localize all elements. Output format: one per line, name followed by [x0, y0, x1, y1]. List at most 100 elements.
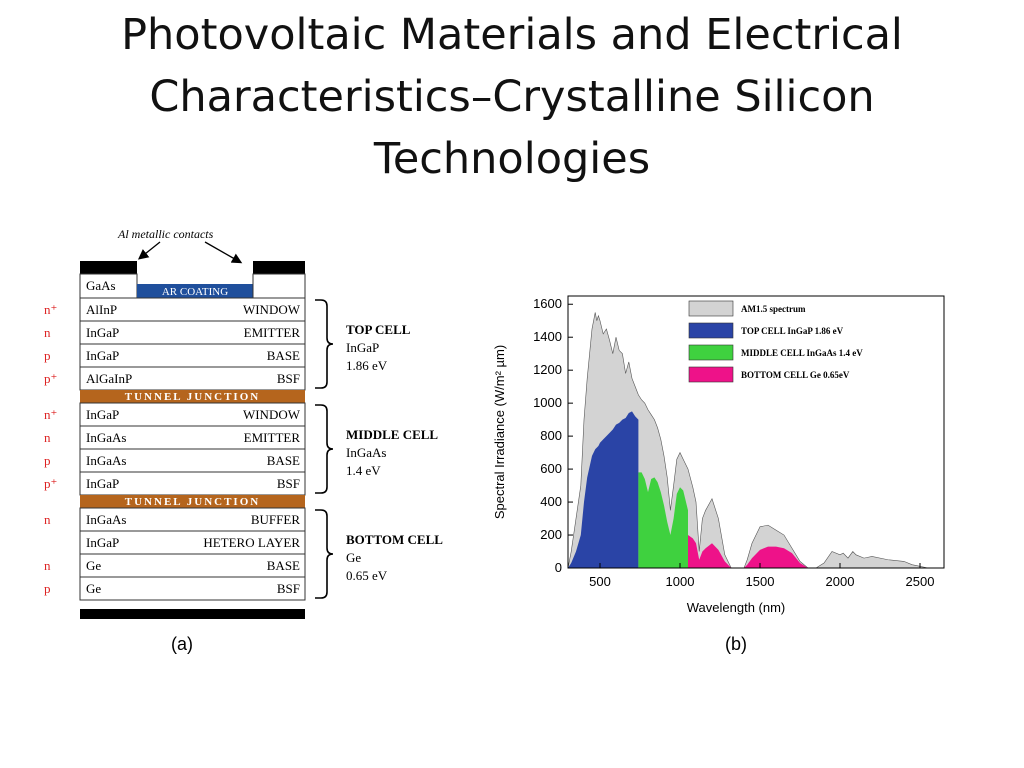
- layer-material: AlInP: [86, 302, 117, 317]
- layer-material: InGaP: [86, 325, 119, 340]
- layer-material: InGaAs: [86, 512, 126, 527]
- metal-contact-left: [80, 261, 137, 274]
- spectral-irradiance-chart: 0 200 400 600 800 1000 1200 1400 1600 500 1000 1500…: [492, 295, 945, 654]
- cap-right-fill: [252, 273, 306, 299]
- ar-coating-label: AR COATING: [162, 286, 228, 298]
- y-tick-label: 1600: [533, 296, 562, 311]
- solar-cell-stack-diagram: Al metallic contacts GaAs AR COATING n⁺ A…: [44, 227, 443, 654]
- stack-layer: n InGaAs EMITTER: [44, 425, 306, 450]
- layer-material: InGaP: [86, 348, 119, 363]
- y-tick-label: 600: [540, 461, 562, 476]
- y-tick-label: 1400: [533, 329, 562, 344]
- cell-brace: [315, 509, 334, 599]
- cell-brace: [315, 404, 334, 494]
- stack-layer: InGaP HETERO LAYER: [79, 530, 306, 555]
- cell-material: InGaP: [346, 340, 379, 355]
- layer-role: BASE: [267, 453, 300, 468]
- cell-name: TOP CELL: [346, 322, 411, 337]
- y-tick-label: 1200: [533, 362, 562, 377]
- y-tick-label: 400: [540, 494, 562, 509]
- stack-layers: n⁺ AlInP WINDOW n InGaP EMITTER p InGaP BASE p⁺ Al…: [44, 297, 306, 601]
- ar-coating: [137, 284, 253, 298]
- layer-role: EMITTER: [244, 325, 301, 340]
- layer-doping: n: [44, 558, 51, 573]
- cell-name: BOTTOM CELL: [346, 532, 443, 547]
- layer-doping: n: [44, 325, 51, 340]
- tunnel-junction-label: TUNNEL JUNCTION: [125, 391, 260, 403]
- contacts-label: Al metallic contacts: [117, 227, 214, 241]
- stack-layer: n Ge BASE: [44, 553, 306, 578]
- cell-name: MIDDLE CELL: [346, 427, 438, 442]
- layer-role: BSF: [277, 476, 300, 491]
- y-tick-label: 200: [540, 527, 562, 542]
- layer-doping: n⁺: [44, 407, 57, 422]
- layer-material: InGaP: [86, 407, 119, 422]
- slide-title: Photovoltaic Materials and Electrical Ch…: [0, 4, 1024, 190]
- layer-role: BSF: [277, 371, 300, 386]
- x-tick-label: 2500: [906, 574, 935, 589]
- tunnel-junction-label: TUNNEL JUNCTION: [125, 496, 260, 508]
- y-tick-label: 800: [540, 428, 562, 443]
- legend-item: TOP CELL InGaP 1.86 eV: [688, 322, 844, 339]
- cell-label: BOTTOM CELL Ge 0.65 eV: [346, 532, 443, 583]
- cap-layer: [79, 273, 138, 299]
- layer-role: HETERO LAYER: [203, 535, 300, 550]
- layer-box: [79, 576, 306, 601]
- title-line: Characteristics–Crystalline Silicon: [149, 72, 875, 122]
- stack-layer: p InGaP BASE: [44, 343, 306, 368]
- stack-layer: p InGaAs BASE: [44, 448, 306, 473]
- layer-role: BASE: [267, 558, 300, 573]
- legend-label: TOP CELL InGaP 1.86 eV: [741, 326, 844, 336]
- y-axis-title: Spectral Irradiance (W/m² µm): [492, 345, 507, 519]
- metal-contact-right: [253, 261, 305, 274]
- layer-material: InGaAs: [86, 453, 126, 468]
- chart-legend: AM1.5 spectrum TOP CELL InGaP 1.86 eV MIDD…: [688, 300, 863, 383]
- stack-layer: p⁺ AlGaInP BSF: [44, 366, 306, 391]
- layer-role: BASE: [267, 348, 300, 363]
- chart-axes: 0 200 400 600 800 1000 1200 1400 1600 500 1000 1500…: [533, 295, 945, 589]
- layer-doping: n⁺: [44, 302, 57, 317]
- plot-frame: [567, 295, 945, 569]
- layer-doping: p: [44, 581, 51, 596]
- legend-label: MIDDLE CELL InGaAs 1.4 eV: [741, 348, 863, 358]
- x-axis-title: Wavelength (nm): [687, 600, 786, 615]
- layer-role: BUFFER: [251, 512, 300, 527]
- legend-label: BOTTOM CELL Ge 0.65eV: [741, 370, 850, 380]
- stack-layer: n InGaP EMITTER: [44, 320, 306, 345]
- cell-energy: 0.65 eV: [346, 568, 388, 583]
- x-tick-label: 1000: [666, 574, 695, 589]
- layer-doping: n: [44, 430, 51, 445]
- x-tick-label: 2000: [826, 574, 855, 589]
- stack-layer: n InGaAs BUFFER: [44, 507, 306, 532]
- legend-item: AM1.5 spectrum: [688, 300, 806, 317]
- series-area: [688, 535, 808, 568]
- layer-material: InGaP: [86, 476, 119, 491]
- layer-doping: p: [44, 453, 51, 468]
- layer-material: InGaP: [86, 535, 119, 550]
- legend-swatch: [688, 322, 734, 339]
- layer-material: AlGaInP: [86, 371, 132, 386]
- layer-role: EMITTER: [244, 430, 301, 445]
- x-tick-label: 1500: [746, 574, 775, 589]
- stack-layer: p⁺ InGaP BSF: [44, 471, 306, 496]
- bottom-contact: [80, 609, 305, 619]
- chart-areas: [567, 312, 929, 569]
- cell-material: InGaAs: [346, 445, 386, 460]
- legend-swatch: [688, 344, 734, 361]
- layer-doping: p⁺: [44, 371, 57, 386]
- layer-doping: p⁺: [44, 476, 57, 491]
- legend-item: BOTTOM CELL Ge 0.65eV: [688, 366, 850, 383]
- title-line: Photovoltaic Materials and Electrical: [121, 10, 903, 60]
- layer-role: WINDOW: [243, 407, 301, 422]
- cell-label: MIDDLE CELL InGaAs 1.4 eV: [346, 427, 438, 478]
- series-area: [568, 411, 639, 568]
- layer-doping: p: [44, 348, 51, 363]
- legend-swatch: [688, 300, 734, 317]
- legend-swatch: [688, 366, 734, 383]
- title-line: Technologies: [373, 134, 651, 184]
- y-tick-label: 0: [555, 560, 562, 575]
- layer-material: Ge: [86, 581, 101, 596]
- cell-braces: TOP CELL InGaP 1.86 eV MIDDLE CELL InGaAs 1.4…: [315, 299, 443, 599]
- cell-label: TOP CELL InGaP 1.86 eV: [346, 322, 411, 373]
- tunnel-junction: [80, 495, 305, 508]
